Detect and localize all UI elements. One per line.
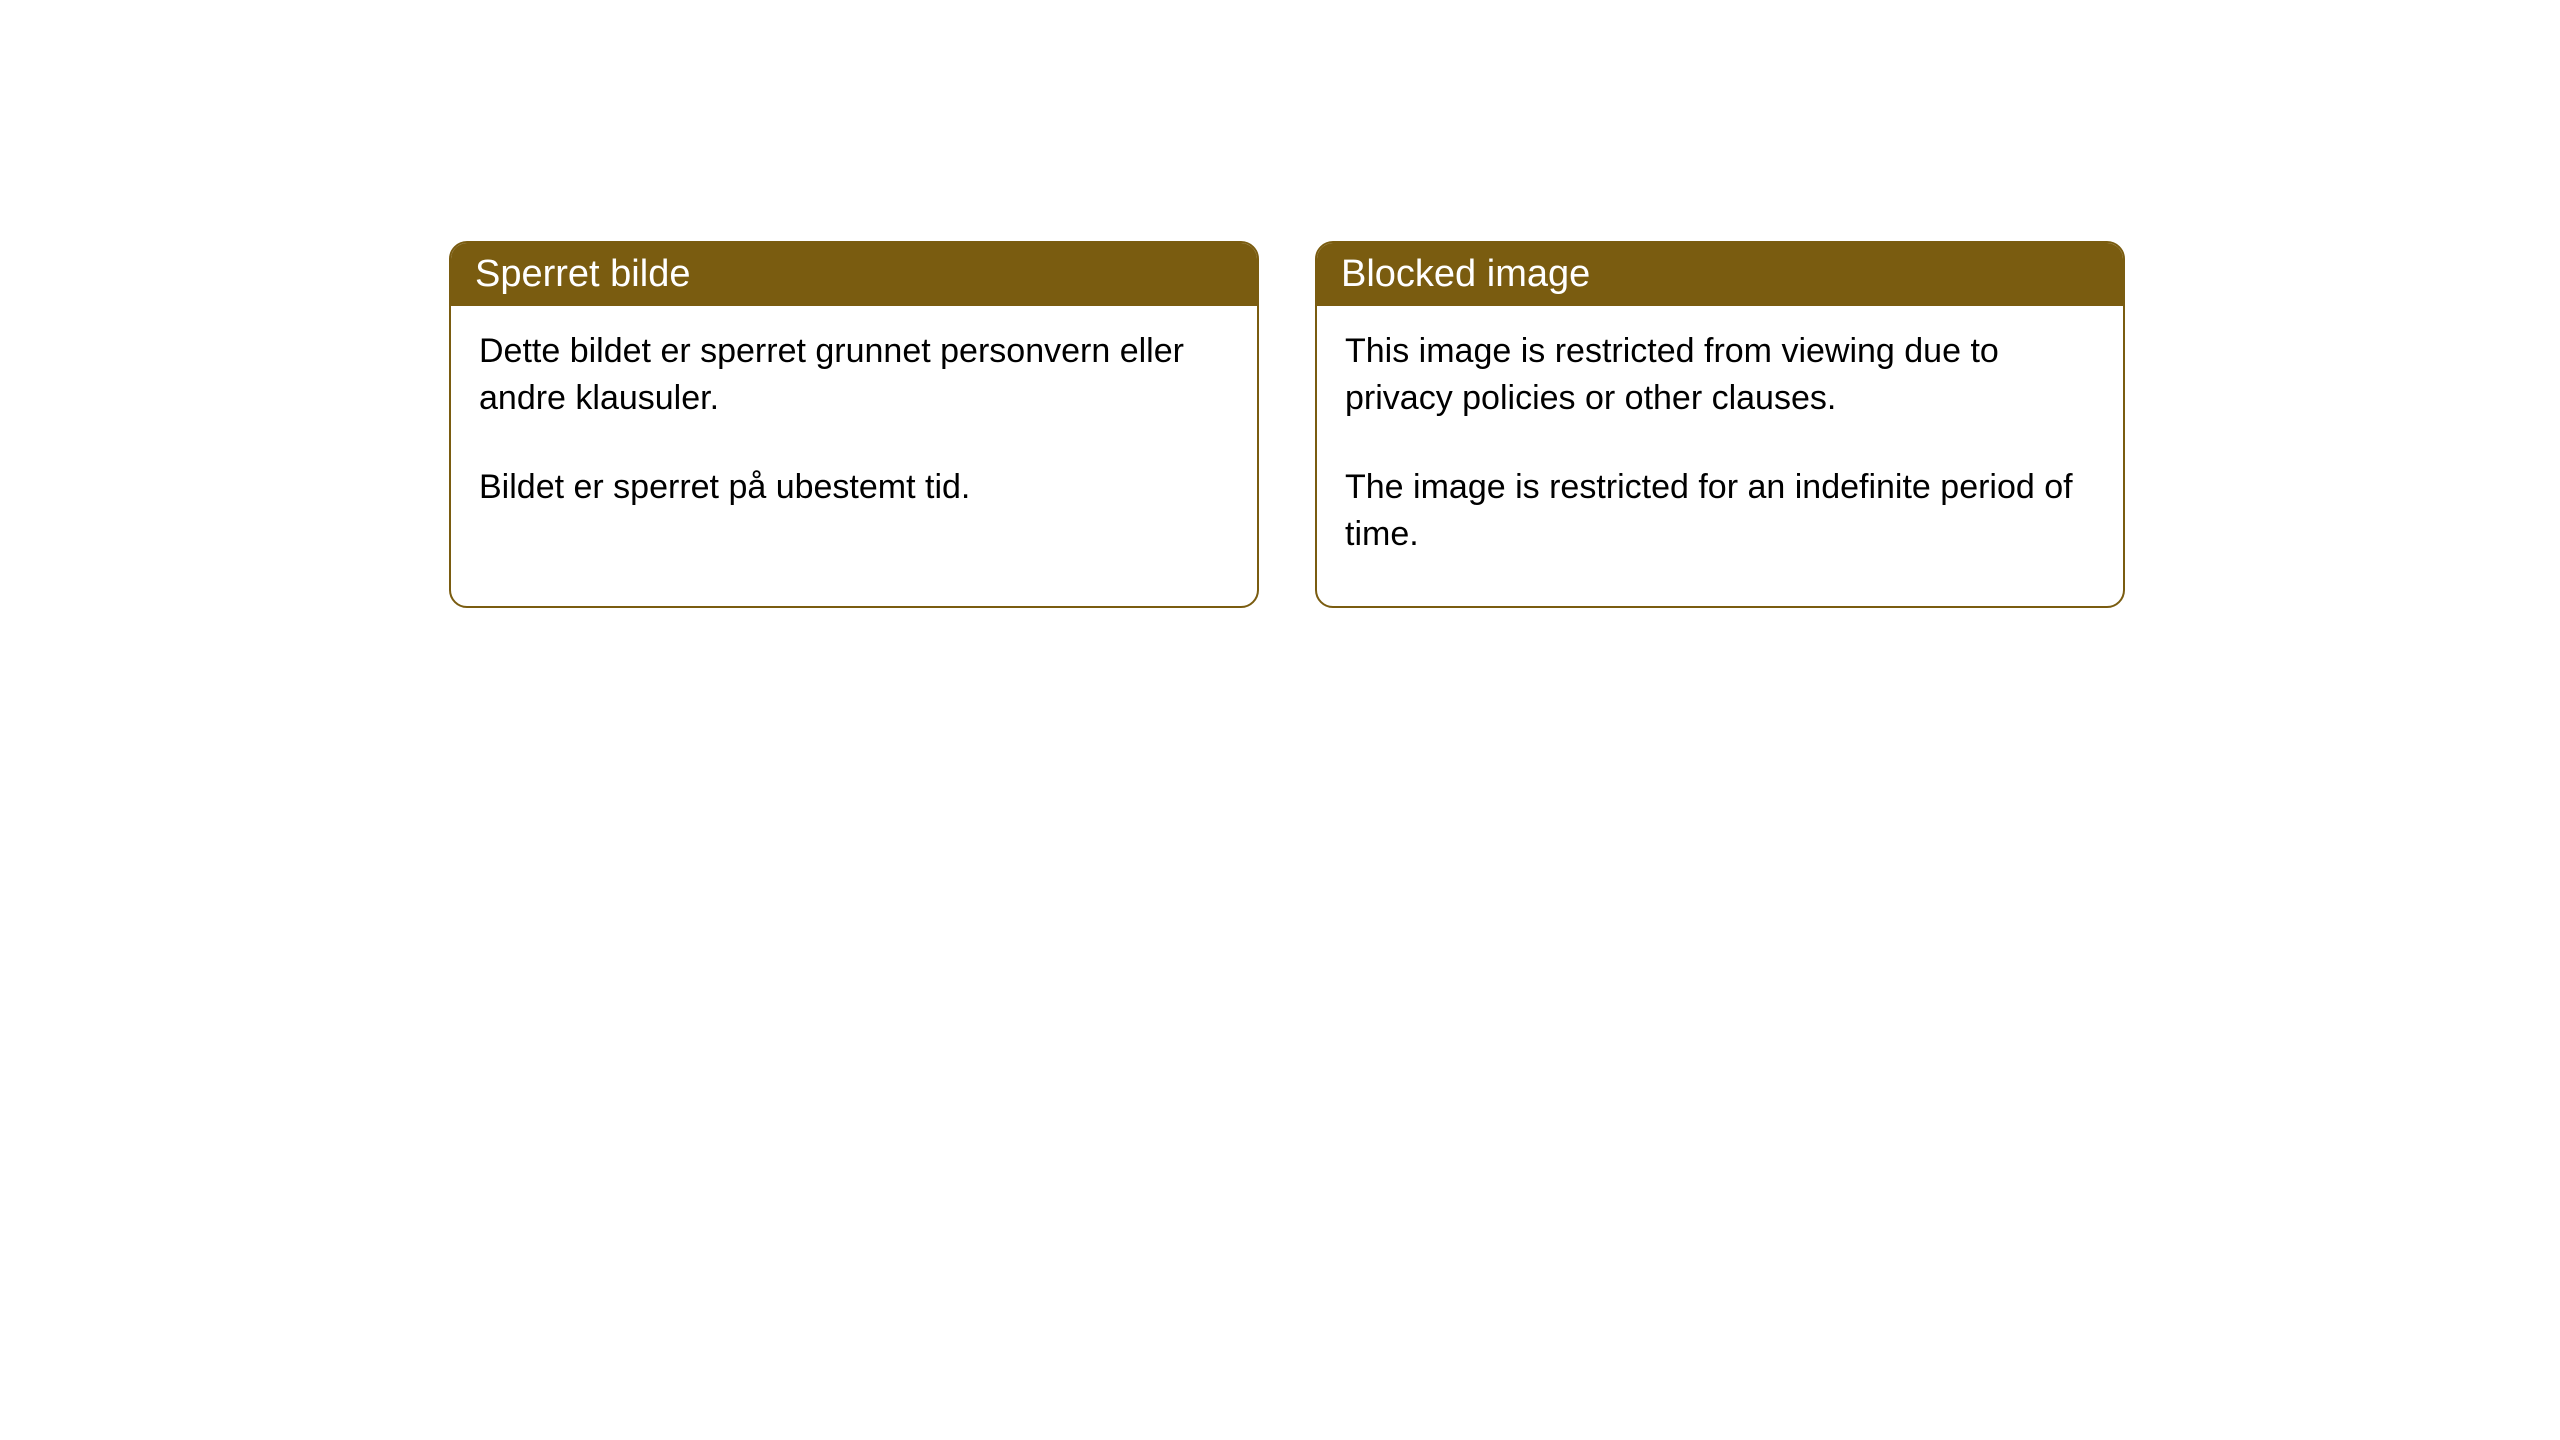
card-header: Sperret bilde: [451, 243, 1257, 306]
card-paragraph: Dette bildet er sperret grunnet personve…: [479, 328, 1229, 422]
notice-card-norwegian: Sperret bilde Dette bildet er sperret gr…: [449, 241, 1259, 608]
card-header: Blocked image: [1317, 243, 2123, 306]
card-body: Dette bildet er sperret grunnet personve…: [451, 306, 1257, 559]
notice-cards-container: Sperret bilde Dette bildet er sperret gr…: [449, 241, 2125, 608]
card-paragraph: The image is restricted for an indefinit…: [1345, 464, 2095, 558]
notice-card-english: Blocked image This image is restricted f…: [1315, 241, 2125, 608]
card-body: This image is restricted from viewing du…: [1317, 306, 2123, 606]
card-paragraph: This image is restricted from viewing du…: [1345, 328, 2095, 422]
card-title: Sperret bilde: [475, 253, 690, 295]
card-paragraph: Bildet er sperret på ubestemt tid.: [479, 464, 1229, 511]
card-title: Blocked image: [1341, 253, 1590, 295]
